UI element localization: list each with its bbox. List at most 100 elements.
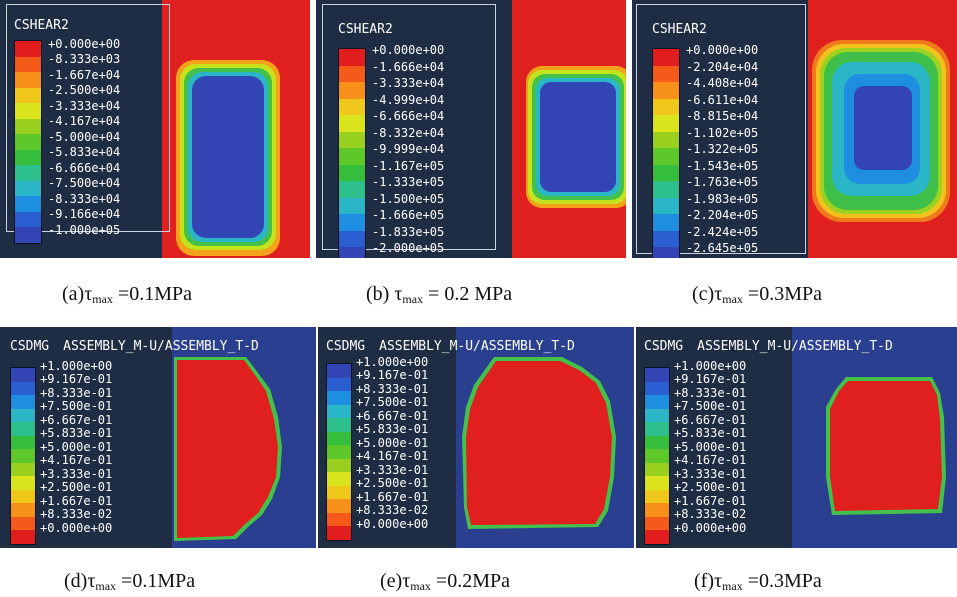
legend-value-12: +0.000e+00 [356, 516, 429, 531]
legend-value-6: +5.000e-01 [674, 439, 747, 454]
legend-value-11: +8.333e-02 [40, 507, 113, 522]
legend-value-6: -1.322e+05 [686, 142, 759, 157]
legend-value-11: +8.333e-02 [356, 503, 429, 518]
legend-value-5: -8.332e+04 [372, 125, 445, 140]
legend-color-scale [326, 363, 352, 541]
legend-value-2: -3.333e+04 [372, 76, 445, 91]
legend-value-5: -1.102e+05 [686, 125, 759, 140]
legend-title: CSHEAR2 [14, 18, 69, 33]
legend-swatch-11 [653, 230, 679, 247]
legend-swatch-8 [339, 181, 365, 198]
legend-swatch-1 [15, 56, 41, 72]
legend-swatch-9 [15, 180, 41, 196]
legend-labels: +1.000e+00 +9.167e-01 +8.333e-01 +7.500e-01… [674, 359, 746, 535]
legend-value-7: -1.543e+05 [686, 158, 759, 173]
panel-c-cshear2: CSHEAR2 +0.000e+00 -2.204e+04 -4.408e+04 -6… [632, 0, 957, 258]
legend-value-4: -6.666e+04 [372, 109, 445, 124]
legend-swatch-4 [339, 115, 365, 132]
legend-swatch-0 [645, 368, 669, 382]
panel-a-cshear2: CSHEAR2 +0.000e+00 -8.333e+03 -1.667e+04 -2… [0, 0, 310, 258]
legend-value-8: -1.333e+05 [372, 175, 445, 190]
caption-f: (f)τmax =0.3MPa [694, 570, 822, 594]
caption-prefix: (f) [694, 570, 714, 592]
legend-swatch-6 [15, 134, 41, 150]
legend-swatch-10 [11, 503, 35, 517]
legend-value-0: +0.000e+00 [48, 36, 121, 51]
tau-subscript: max [95, 579, 117, 593]
tau-symbol: τ [714, 283, 723, 305]
legend-swatch-10 [653, 214, 679, 231]
legend-value-12: -2.000e+05 [372, 241, 445, 256]
caption-prefix: (e) [380, 570, 403, 592]
legend-value-2: +8.333e-01 [356, 381, 429, 396]
legend-swatch-5 [15, 118, 41, 134]
legend-value-9: +2.500e-01 [356, 476, 429, 491]
legend-swatch-6 [11, 449, 35, 463]
legend-swatch-3 [645, 408, 669, 422]
legend-swatch-11 [645, 516, 669, 530]
legend-value-10: -8.333e+04 [48, 191, 121, 206]
legend-swatch-12 [339, 247, 365, 258]
legend-value-1: -8.333e+03 [48, 52, 121, 67]
legend-swatch-5 [653, 131, 679, 148]
legend-value-6: +5.000e-01 [356, 435, 429, 450]
legend-value-10: +1.667e-01 [356, 489, 429, 504]
caption-value: =0.3MPa [742, 570, 822, 592]
contour-plot-c [808, 0, 957, 258]
caption-value: =0.1MPa [116, 570, 196, 592]
legend-swatch-7 [15, 149, 41, 165]
legend-frame [636, 4, 806, 254]
legend-title: CSDMG ASSEMBLY_M-U/ASSEMBLY_T-D [10, 339, 259, 354]
legend-color-scale [10, 367, 36, 545]
tau-subscript: max [92, 292, 113, 306]
legend-swatch-1 [327, 377, 351, 391]
legend-title: CSHEAR2 [652, 22, 707, 37]
legend-swatch-9 [645, 489, 669, 503]
legend-value-6: -5.000e+04 [48, 129, 121, 144]
legend-swatch-12 [653, 247, 679, 258]
legend-labels: +0.000e+00 -8.333e+03 -1.667e+04 -2.500e+04… [48, 36, 120, 238]
caption-c: (c)τmax =0.3MPa [692, 283, 822, 307]
legend-value-0: +1.000e+00 [674, 358, 747, 373]
legend-swatch-11 [339, 230, 365, 247]
caption-value: =0.1MPa [112, 283, 192, 305]
legend-swatch-5 [327, 431, 351, 445]
legend-value-3: +7.500e-01 [40, 399, 113, 414]
legend-swatch-7 [339, 164, 365, 181]
tau-subscript: max [722, 579, 743, 593]
legend-swatch-10 [327, 499, 351, 513]
legend-swatch-10 [339, 214, 365, 231]
legend-swatch-7 [327, 458, 351, 472]
caption-a: (a)τmax =0.1MPa [62, 283, 192, 307]
legend-swatch-8 [15, 165, 41, 181]
legend-swatch-9 [11, 489, 35, 503]
legend-value-12: +0.000e+00 [40, 520, 113, 535]
legend-swatch-6 [339, 148, 365, 165]
legend-title-text: CSDMG [326, 339, 366, 354]
caption-prefix: (d) [64, 570, 88, 592]
caption-value: =0.3MPa [742, 283, 822, 305]
caption-prefix: (a) [62, 283, 85, 305]
legend-swatch-0 [653, 49, 679, 66]
legend-value-12: +0.000e+00 [674, 520, 747, 535]
legend-value-8: -1.763e+05 [686, 175, 759, 190]
tau-symbol: τ [84, 283, 93, 305]
legend-value-4: +6.667e-01 [674, 412, 747, 427]
legend-labels: +1.000e+00 +9.167e-01 +8.333e-01 +7.500e-01… [40, 359, 112, 535]
legend-value-4: +6.667e-01 [356, 408, 429, 423]
caption-d: (d)τmax =0.1MPa [64, 570, 195, 594]
legend-value-0: +1.000e+00 [356, 354, 429, 369]
contour-plot-a [162, 0, 310, 258]
legend-swatch-12 [11, 530, 35, 544]
legend-swatch-0 [339, 49, 365, 66]
legend-value-5: +5.833e-01 [674, 426, 747, 441]
caption-prefix: (c) [692, 283, 715, 305]
legend-swatch-0 [327, 364, 351, 378]
legend-value-2: -1.667e+04 [48, 67, 121, 82]
legend-value-6: +5.000e-01 [40, 439, 113, 454]
legend-swatch-3 [339, 98, 365, 115]
legend-swatch-2 [645, 395, 669, 409]
legend-value-3: -6.611e+04 [686, 92, 759, 107]
legend-value-2: -4.408e+04 [686, 76, 759, 91]
legend-value-2: +8.333e-01 [674, 385, 747, 400]
